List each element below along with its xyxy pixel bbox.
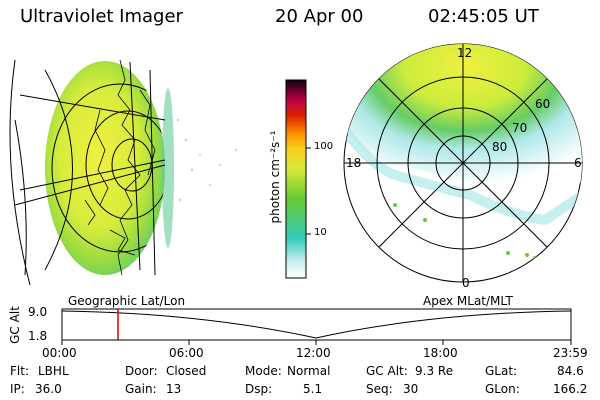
- colorbar-tick-100: 100: [314, 141, 334, 152]
- glat-value: 84.6: [557, 364, 584, 378]
- xtick-0000: 00:00: [42, 346, 77, 360]
- xtick-0600: 06:00: [169, 346, 204, 360]
- door-value: Closed: [166, 364, 207, 378]
- colorbar-tick-10: 10: [314, 227, 327, 238]
- flt-value: LBHL: [38, 364, 69, 378]
- apex-label: Apex MLat/MLT: [423, 294, 513, 308]
- gain-key: Gain:: [125, 382, 157, 396]
- dsp-key: Dsp:: [245, 382, 273, 396]
- lat-label-70: 70: [512, 121, 528, 135]
- seq-value: 30: [403, 382, 419, 396]
- altitude-plot: [61, 308, 572, 345]
- flt-key: Flt:: [10, 364, 29, 378]
- glon-key: GLon:: [485, 382, 520, 396]
- mode-value: Normal: [287, 364, 331, 378]
- altitude-ytick-low: 1.8: [28, 329, 48, 343]
- xtick-1200: 12:00: [296, 346, 331, 360]
- lat-label-80: 80: [492, 140, 508, 154]
- date-label: 20 Apr 00: [275, 6, 364, 27]
- seq-key: Seq:: [366, 382, 393, 396]
- mlt-label-12: 12: [457, 46, 473, 60]
- xtick-1800: 18:00: [423, 346, 458, 360]
- geographic-image: [9, 59, 237, 286]
- mlt-label-0: 0: [462, 276, 470, 290]
- mlt-label-18: 18: [346, 156, 362, 170]
- colorbar: [285, 79, 311, 279]
- mode-key: Mode:: [245, 364, 282, 378]
- app-title: Ultraviolet Imager: [20, 6, 183, 27]
- altitude-ylabel: GC Alt: [7, 306, 22, 344]
- xtick-2359: 23:59: [553, 346, 588, 360]
- glon-value: 166.2: [553, 382, 588, 396]
- gcalt-value: 9.3 Re: [415, 364, 454, 378]
- gcalt-key: GC Alt:: [366, 364, 408, 378]
- colorbar-label: photon cm⁻²s⁻¹: [268, 130, 282, 224]
- polar-image: [343, 43, 583, 283]
- time-label: 02:45:05 UT: [428, 6, 539, 27]
- ip-value: 36.0: [35, 382, 62, 396]
- door-key: Door:: [125, 364, 158, 378]
- lat-label-60: 60: [535, 97, 551, 111]
- mlt-label-6: 6: [574, 156, 582, 170]
- ip-key: IP:: [10, 382, 25, 396]
- gain-value: 13: [166, 382, 182, 396]
- glat-key: GLat:: [485, 364, 518, 378]
- dsp-value: 5.1: [303, 382, 323, 396]
- altitude-ytick-high: 9.0: [28, 305, 48, 319]
- geographic-label: Geographic Lat/Lon: [68, 294, 186, 308]
